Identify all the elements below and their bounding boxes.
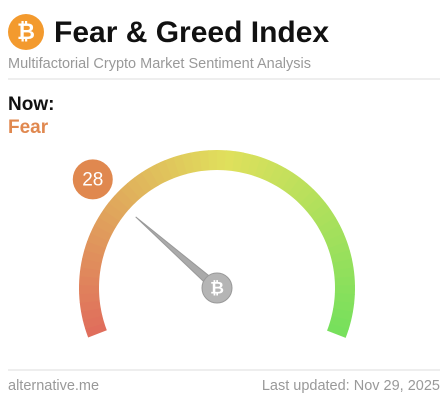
arc-segment <box>281 172 301 194</box>
arc-segment <box>224 150 236 172</box>
arc-segment <box>322 225 344 242</box>
arc-segment <box>331 308 353 321</box>
arc-segment <box>275 168 294 190</box>
arc-segment <box>84 241 107 256</box>
arc-segment <box>325 233 348 249</box>
arc-segment <box>268 163 286 186</box>
arc-segment <box>309 202 331 222</box>
hub <box>201 272 233 304</box>
arc-segment <box>327 323 349 338</box>
arc-segment <box>247 154 262 177</box>
arc-segment <box>314 209 336 228</box>
updated: Last updated: Nov 29, 2025 <box>262 378 440 394</box>
arc-segment <box>334 285 355 295</box>
arc-segment <box>328 241 350 256</box>
arc-segment <box>79 292 100 303</box>
arc-segment <box>82 249 104 263</box>
arc-segment <box>329 315 352 330</box>
arc-segment <box>114 189 135 210</box>
arc-segment <box>217 150 227 171</box>
arc-segment <box>80 258 102 271</box>
arc-segment <box>141 167 160 190</box>
arc-segment <box>164 156 180 179</box>
arc-segment <box>332 258 354 271</box>
arc-segment <box>79 300 101 312</box>
arc-segment <box>98 209 120 228</box>
arc-segment <box>293 183 314 204</box>
arc-segment <box>127 177 147 199</box>
arc-segment <box>173 154 188 177</box>
now-label: Now: <box>8 94 54 115</box>
value-label: 28 <box>82 169 103 190</box>
logo-symbol: ₿ <box>17 19 35 44</box>
arc-segment <box>261 160 278 183</box>
arc-segment <box>79 275 100 286</box>
status: Fear <box>8 117 49 138</box>
source: alternative.me <box>8 378 99 394</box>
arc-segment <box>304 195 326 216</box>
subtitle: Multifactorial Crypto Market Sentiment A… <box>8 56 311 72</box>
arc-segment <box>78 284 100 295</box>
hub-symbol: ₿ <box>210 278 224 297</box>
gauge-arc <box>78 150 355 338</box>
arc-segment <box>85 322 107 338</box>
arc-segment <box>80 307 103 321</box>
arc-segment <box>87 232 109 249</box>
arc-segment <box>334 276 355 286</box>
title: Fear & Greed Index <box>54 16 329 49</box>
value-bubble <box>72 159 113 200</box>
arc-segment <box>90 224 113 242</box>
arc-segment <box>334 293 355 304</box>
arc-segment <box>299 189 321 210</box>
arc-segment <box>239 152 253 175</box>
arc-segment <box>103 202 125 222</box>
arc-segment <box>318 217 341 235</box>
needle-layer: ₿ 28 <box>72 159 233 304</box>
arc-segment <box>79 266 101 278</box>
arc-segment <box>190 151 203 173</box>
arc-segment <box>133 172 153 194</box>
arc-segment <box>199 150 210 171</box>
arc-segment <box>333 267 355 279</box>
arc-segment <box>156 160 173 182</box>
arc-segment <box>254 157 270 179</box>
arc-segment <box>288 177 308 199</box>
arc-segment <box>208 150 218 171</box>
arc-segment <box>108 195 130 216</box>
arc-segment <box>148 163 166 186</box>
arc-segment <box>94 216 116 235</box>
arc-segment <box>181 152 195 174</box>
arc-segment <box>120 183 141 204</box>
logo <box>8 14 44 50</box>
